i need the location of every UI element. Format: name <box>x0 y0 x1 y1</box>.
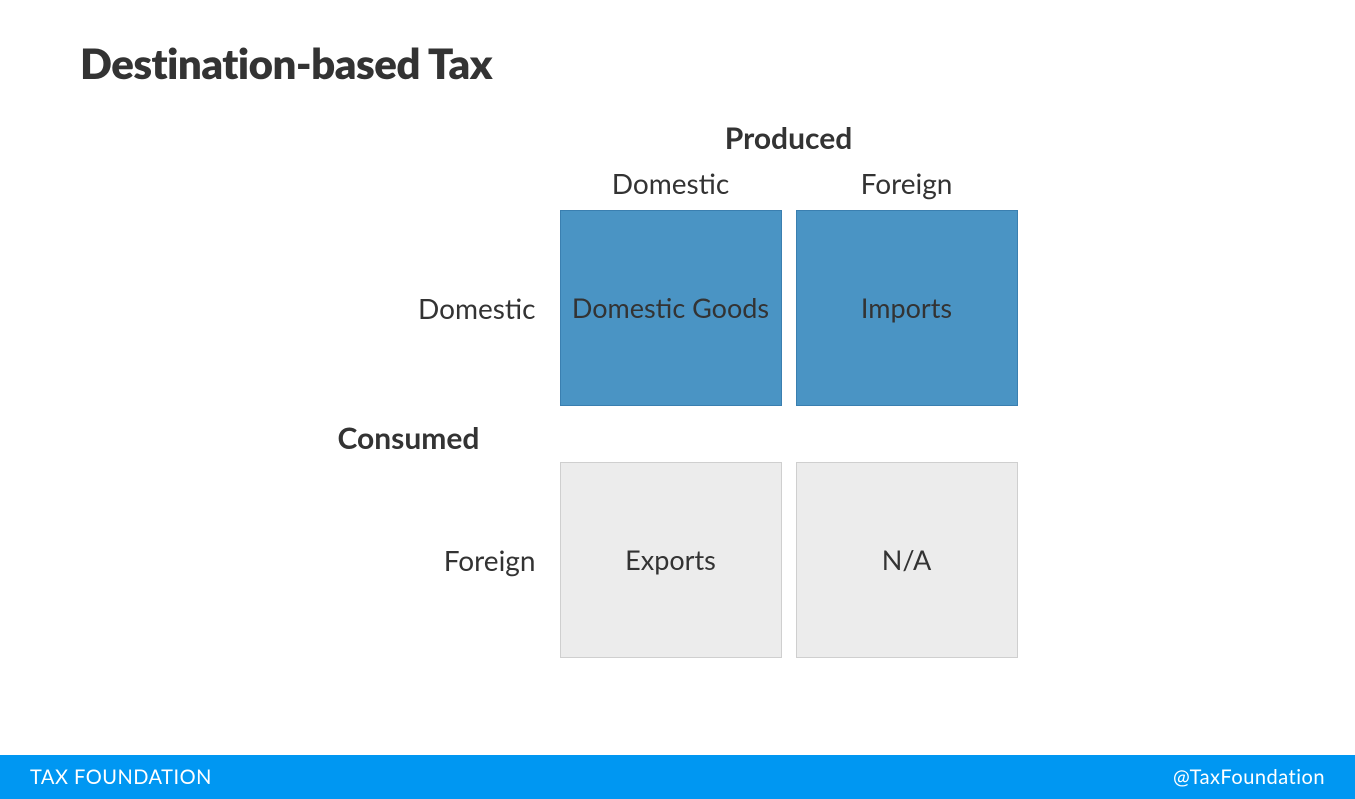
left-axis-label: Consumed <box>338 420 536 456</box>
row-header-foreign-wrap: Foreign <box>338 543 546 577</box>
left-axis-row: Consumed <box>338 420 1018 456</box>
cell-domestic-goods: Domestic Goods <box>560 210 782 406</box>
matrix-row-0: Domestic Domestic Goods Imports <box>338 210 1018 406</box>
footer-handle: @TaxFoundation <box>1173 765 1325 789</box>
row-header-domestic-wrap: Domestic <box>338 291 546 325</box>
row-header-foreign: Foreign <box>338 543 536 577</box>
col-header-domestic: Domestic <box>560 166 782 200</box>
left-axis-wrap: Consumed <box>338 420 546 456</box>
footer-bar: TAX FOUNDATION @TaxFoundation <box>0 755 1355 799</box>
slide: Destination-based Tax Produced Domestic … <box>0 0 1355 799</box>
page-title: Destination-based Tax <box>80 38 492 88</box>
col-header-foreign: Foreign <box>796 166 1018 200</box>
top-axis-label: Produced <box>560 120 1018 156</box>
cell-na: N/A <box>796 462 1018 658</box>
cell-imports: Imports <box>796 210 1018 406</box>
footer-org: TAX FOUNDATION <box>30 765 212 789</box>
matrix: Produced Domestic Foreign Domestic Domes… <box>338 120 1018 672</box>
column-headers: Domestic Foreign <box>560 166 1018 200</box>
row-header-domestic: Domestic <box>338 291 536 325</box>
matrix-row-1: Foreign Exports N/A <box>338 462 1018 658</box>
cell-exports: Exports <box>560 462 782 658</box>
